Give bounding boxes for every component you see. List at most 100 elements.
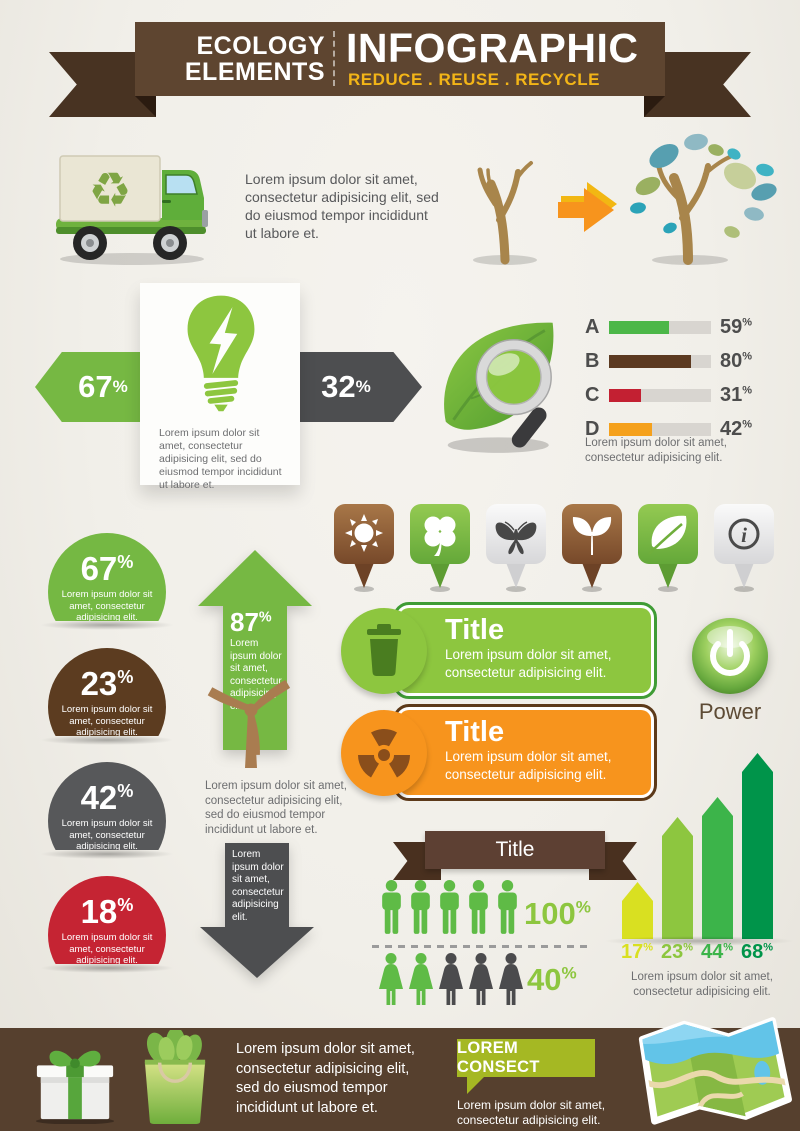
hbar-label: C (585, 383, 600, 406)
bar-label: 44% (700, 941, 734, 963)
male-percentage: 100% (524, 896, 591, 931)
left-stat-arrow: 67% (35, 352, 157, 422)
circle-shadow (40, 735, 174, 745)
bar-label: 68% (740, 941, 774, 963)
hbar-row: A 59% (585, 310, 765, 344)
female-figure-icon (439, 953, 463, 1005)
left-stat-value: 67 (78, 369, 113, 404)
footer-badge: LOREM CONSECT (457, 1039, 595, 1077)
trash-icon-circle (341, 608, 427, 694)
male-figure-icon (382, 880, 401, 934)
folded-map-icon (638, 1017, 792, 1125)
svg-text:i: i (741, 523, 747, 547)
female-figure-icon (379, 953, 403, 1005)
power-label: Power (698, 699, 762, 724)
magnifier-handle (511, 407, 547, 448)
brand-line2: ELEMENTS (184, 58, 325, 86)
leafy-tree-icon (630, 133, 777, 265)
clover-icon (424, 516, 456, 556)
sun-pin-icon (334, 504, 394, 592)
sun-icon (345, 514, 383, 552)
hbar-fill (609, 388, 641, 402)
sprout-pin-icon (562, 504, 622, 592)
banner-title: Title (445, 614, 505, 646)
footer-text: Lorem ipsum dolor sit amet, consectetur … (236, 1041, 415, 1116)
banner-card-trash: Title Lorem ipsum dolor sit amet, consec… (393, 602, 657, 699)
hbar-fill (609, 422, 652, 436)
transform-arrow-icon (558, 182, 617, 232)
turbine-text: Lorem ipsum dolor sit amet, consectetur … (205, 780, 347, 836)
footer-badge-text: Lorem ipsum dolor sit amet, consectetur … (457, 1098, 606, 1127)
hbar-fill (609, 354, 691, 368)
trash-icon (367, 624, 401, 676)
lightning-icon (209, 307, 238, 375)
female-figure-icon (499, 953, 523, 1005)
svg-text:♻: ♻ (88, 165, 131, 218)
sprout-icon (572, 517, 612, 555)
brand-line1: ECOLOGY (196, 32, 325, 60)
down-arrow-head (200, 927, 314, 978)
down-arrow-shaft: Lorem ipsum dolor sit amet, consectetur … (225, 843, 289, 954)
title-ribbon: Title (425, 831, 605, 869)
leaf-pin-icon (638, 504, 698, 592)
hbar-track (609, 388, 711, 402)
hbar-track (609, 354, 711, 368)
hbar-track (609, 320, 711, 334)
circle-shadow (40, 620, 174, 630)
hbar-label: A (585, 315, 600, 338)
eco-bag-icon (144, 1030, 206, 1124)
female-figure-icon (409, 953, 433, 1005)
recycle-truck-icon: ♻ (56, 155, 208, 265)
bar-chart-caption: Lorem ipsum dolor sit amet, consectetur … (631, 971, 773, 998)
page-title: INFOGRAPHIC (346, 25, 639, 71)
info-icon: i (728, 518, 760, 550)
pictogram-divider (372, 945, 588, 948)
hbar-value: 31% (720, 383, 753, 406)
hbar-label: D (585, 417, 600, 440)
truck-wheel (73, 226, 187, 260)
stat-circle-67: 67% Lorem ipsum dolor sit amet, consecte… (45, 533, 169, 621)
footer-badge-pointer (467, 1077, 484, 1094)
brand-title: ECOLOGY ELEMENTS (148, 33, 325, 85)
info-pin-icon: i (714, 504, 774, 592)
tree-leaves (630, 133, 777, 238)
banner-card-radiation: Title Lorem ipsum dolor sit amet, consec… (393, 704, 657, 801)
leaf-icon (648, 515, 687, 555)
power-button-icon (692, 618, 768, 694)
radiation-icon (354, 729, 414, 780)
hbar-fill (609, 320, 670, 334)
header-ribbon (135, 22, 665, 96)
up-arrow-head (198, 550, 312, 606)
hbar-value: 59% (720, 315, 753, 338)
bulb-card-text: Lorem ipsum dolor sit amet, consectetur … (159, 427, 282, 491)
butterfly-pin-icon (486, 504, 546, 592)
eco-bulb-icon (187, 295, 255, 412)
circle-shadow (40, 963, 174, 973)
hbar-value: 42% (720, 417, 753, 440)
bare-tree-icon (473, 161, 537, 265)
stat-circle-23: 23% Lorem ipsum dolor sit amet, consecte… (45, 648, 169, 736)
hbar-value: 80% (720, 349, 753, 372)
bar-68 (742, 753, 773, 939)
bar-chart-shadow (603, 936, 795, 946)
stat-circle-42: 42% Lorem ipsum dolor sit amet, consecte… (45, 762, 169, 850)
banner-text: Lorem ipsum dolor sit amet, consectetur … (445, 647, 612, 680)
radiation-icon-circle (341, 710, 427, 796)
wind-turbine-icon (207, 679, 291, 768)
down-arrow-stat: Lorem ipsum dolor sit amet, consectetur … (200, 843, 314, 978)
clover-pin-icon (410, 504, 470, 592)
right-stat-arrow: 32% (292, 352, 422, 422)
gift-box-icon (35, 1050, 115, 1124)
female-percentage: 40% (527, 962, 577, 997)
leaf-magnifier-icon (444, 322, 554, 453)
hbar-caption: Lorem ipsum dolor sit amet, consectetur … (585, 437, 727, 464)
female-figure-icon (469, 953, 493, 1005)
hbar-label: B (585, 349, 600, 372)
hbar-row: C 31% (585, 378, 765, 412)
bar-label: 17% (620, 941, 654, 963)
header-ribbon-fold-right (644, 96, 665, 117)
hbar-row: D 42% (585, 412, 765, 446)
right-stat-value: 32 (321, 369, 356, 404)
growth-bar-chart (618, 753, 780, 939)
header-ribbon-fold-left (135, 96, 156, 117)
